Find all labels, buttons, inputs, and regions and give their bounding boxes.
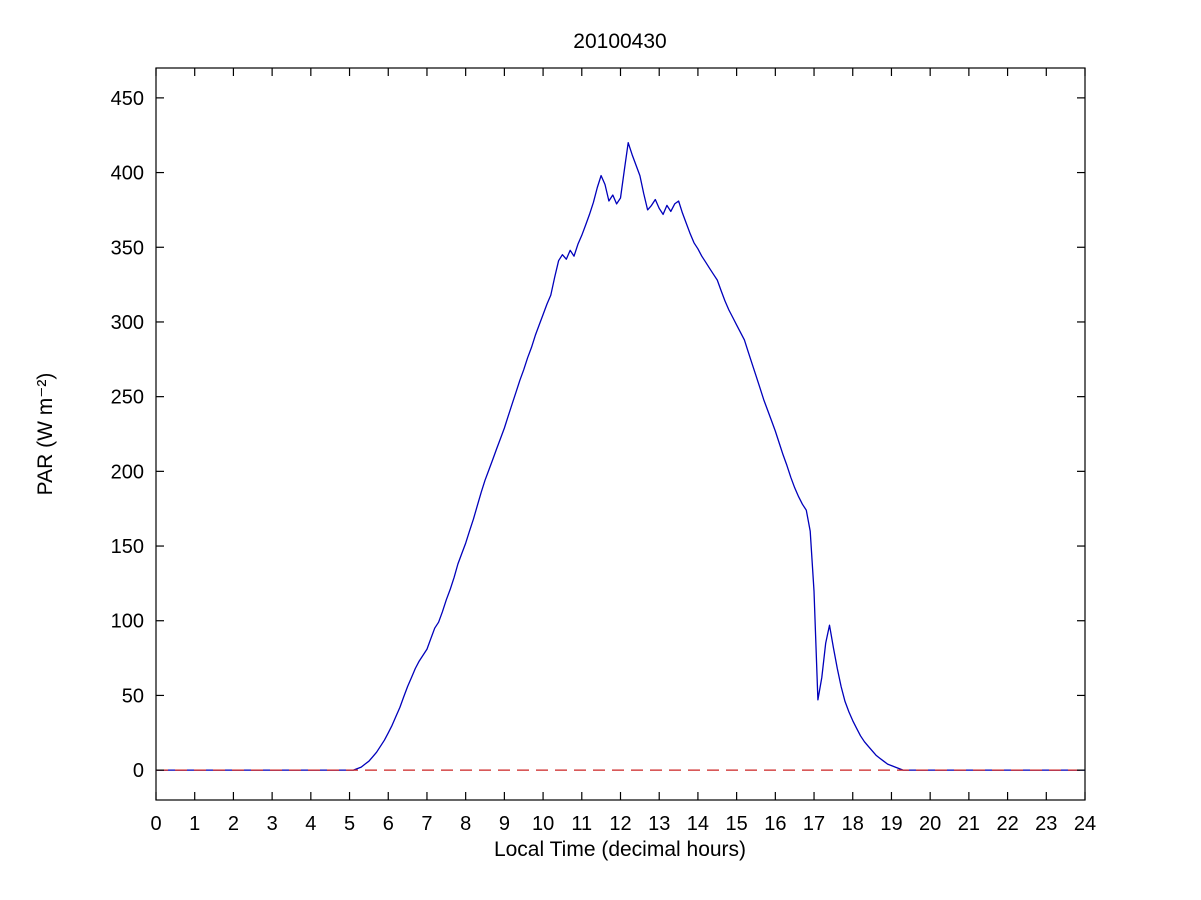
y-tick-label: 200 bbox=[111, 461, 144, 483]
plot-box bbox=[155, 67, 1086, 801]
x-tick-label: 14 bbox=[687, 813, 709, 835]
y-tick-label: 50 bbox=[122, 685, 144, 707]
x-tick-label: 5 bbox=[344, 813, 355, 835]
y-tick-label: 400 bbox=[111, 163, 144, 185]
x-tick-label: 2 bbox=[228, 813, 239, 835]
x-tick-label: 19 bbox=[880, 813, 902, 835]
x-tick-label: 24 bbox=[1074, 813, 1096, 835]
x-axis-label: Local Time (decimal hours) bbox=[494, 838, 746, 861]
x-tick-label: 22 bbox=[996, 813, 1018, 835]
x-tick-label: 6 bbox=[383, 813, 394, 835]
series-layer bbox=[156, 142, 1085, 771]
y-tick-label: 300 bbox=[111, 312, 144, 334]
x-tick-label: 10 bbox=[532, 813, 554, 835]
ticks-layer: 0 1 2 3 4 5 6 7 8 9 10 11 12 13 14 15 16 17 18 19 20 21 22 23 24… bbox=[111, 68, 1096, 835]
x-tick-label: 13 bbox=[648, 813, 670, 835]
x-tick-label: 1 bbox=[189, 813, 200, 835]
x-tick-label: 17 bbox=[803, 813, 825, 835]
series-par bbox=[156, 142, 1085, 771]
chart-title: 20100430 bbox=[573, 30, 666, 53]
x-tick-label: 16 bbox=[764, 813, 786, 835]
y-tick-label: 350 bbox=[111, 237, 144, 259]
x-tick-label: 23 bbox=[1035, 813, 1057, 835]
x-tick-label: 8 bbox=[460, 813, 471, 835]
y-tick-label: 250 bbox=[111, 387, 144, 409]
x-tick-label: 12 bbox=[609, 813, 631, 835]
y-axis-label: PAR (W m⁻²) bbox=[34, 373, 57, 496]
x-tick-label: 20 bbox=[919, 813, 941, 835]
x-tick-label: 4 bbox=[305, 813, 316, 835]
y-tick-label: 100 bbox=[111, 611, 144, 633]
x-tick-label: 18 bbox=[842, 813, 864, 835]
x-tick-label: 21 bbox=[958, 813, 980, 835]
x-tick-label: 0 bbox=[150, 813, 161, 835]
x-tick-label: 7 bbox=[421, 813, 432, 835]
x-tick-label: 3 bbox=[267, 813, 278, 835]
y-tick-label: 0 bbox=[133, 760, 144, 782]
x-tick-label: 11 bbox=[571, 813, 592, 835]
x-tick-label: 15 bbox=[726, 813, 748, 835]
y-tick-label: 450 bbox=[111, 88, 144, 110]
x-tick-label: 9 bbox=[499, 813, 510, 835]
y-tick-label: 150 bbox=[111, 536, 144, 558]
